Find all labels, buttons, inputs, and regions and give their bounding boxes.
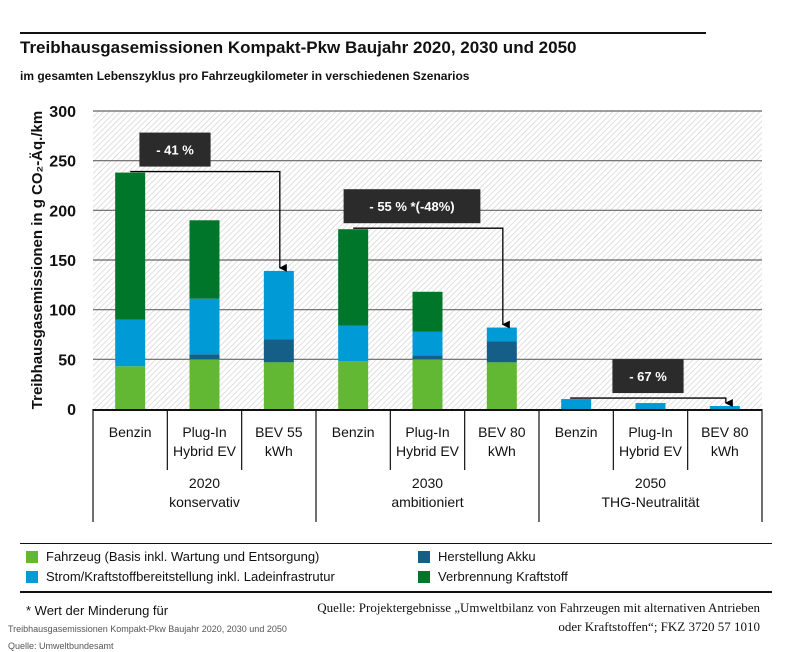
source-line-2: oder Kraftstoffen“; FKZ 3720 57 1010 xyxy=(558,619,760,634)
category-label: Plug-In xyxy=(182,424,226,440)
category-label: Benzin xyxy=(109,424,152,440)
bar-segment xyxy=(263,362,294,409)
group-scenario: THG-Neutralität xyxy=(601,494,699,510)
legend-label: Strom/Kraftstoffbereitstellung inkl. Lad… xyxy=(46,569,335,584)
category-label-line2: kWh xyxy=(488,443,516,459)
bar-segment xyxy=(561,399,592,409)
title-rule xyxy=(20,32,706,34)
group-year: 2030 xyxy=(412,475,443,491)
reduction-label-box xyxy=(139,132,211,167)
legend-swatch xyxy=(26,570,38,583)
legend-label: Herstellung Akku xyxy=(438,549,536,564)
reduction-label-box xyxy=(343,189,481,224)
bar-segment xyxy=(412,291,443,332)
bar-segment xyxy=(412,359,443,409)
bar-segment xyxy=(189,359,220,409)
category-label: Benzin xyxy=(332,424,375,440)
y-tick-label: 50 xyxy=(58,352,76,369)
y-tick-label: 300 xyxy=(49,104,76,121)
bar-segment xyxy=(115,172,146,320)
bar-segment xyxy=(115,319,146,367)
legend-swatch xyxy=(418,550,430,563)
bar-segment xyxy=(338,361,369,409)
legend-label: Fahrzeug (Basis inkl. Wartung und Entsor… xyxy=(46,549,320,564)
category-label: BEV 80 xyxy=(701,424,749,440)
bar-segment xyxy=(338,229,369,326)
category-label: Plug-In xyxy=(405,424,449,440)
reduction-arrow xyxy=(130,170,287,272)
bar-segment xyxy=(189,220,220,299)
source-line-1: Quelle: Projektergebnisse „Umweltbilanz … xyxy=(317,600,760,615)
bar-segment xyxy=(338,325,369,362)
reduction-arrow xyxy=(353,227,510,329)
legend-swatch xyxy=(418,570,430,583)
category-label-line2: kWh xyxy=(711,443,739,459)
bar-segment xyxy=(189,298,220,355)
chart-subtitle: im gesamten Lebenszyklus pro Fahrzeugkil… xyxy=(20,69,470,83)
y-tick-label: 250 xyxy=(49,154,76,171)
bar-segment xyxy=(412,355,443,360)
legend-label: Verbrennung Kraftstoff xyxy=(438,569,568,584)
bar-segment xyxy=(263,270,294,340)
y-tick-label: 150 xyxy=(49,253,76,270)
legend-top-rule xyxy=(20,543,772,544)
chart-title: Treibhausgasemissionen Kompakt-Pkw Bauja… xyxy=(20,38,577,57)
category-label: BEV 80 xyxy=(478,424,526,440)
bar-segment xyxy=(189,354,220,360)
y-axis-label: Treibhausgasemissionen in g CO₂-Äq./km xyxy=(29,111,46,409)
reduction-arrow xyxy=(570,397,733,408)
legend-item-akku: Herstellung Akku xyxy=(418,549,536,564)
reduction-label-box xyxy=(612,359,684,394)
category-label: Benzin xyxy=(555,424,598,440)
reduction-label: - 55 % *(-48%) xyxy=(369,199,454,214)
group-year: 2050 xyxy=(635,475,666,491)
group-scenario: konservativ xyxy=(169,494,240,510)
legend-bottom-rule xyxy=(20,591,772,593)
bar-segment xyxy=(486,341,517,363)
y-tick-label: 100 xyxy=(49,303,76,320)
bar-segment xyxy=(486,327,517,342)
legend-item-strom: Strom/Kraftstoffbereitstellung inkl. Lad… xyxy=(26,569,335,584)
source-note: Quelle: Projektergebnisse „Umweltbilanz … xyxy=(317,598,760,636)
legend-item-verbrennung: Verbrennung Kraftstoff xyxy=(418,569,568,584)
bar-segment xyxy=(263,339,294,363)
bar-segment xyxy=(115,366,146,409)
category-label-line2: Hybrid EV xyxy=(396,443,460,459)
category-label: Plug-In xyxy=(628,424,672,440)
category-label: BEV 55 xyxy=(255,424,303,440)
footnote: * Wert der Minderung für xyxy=(26,603,169,618)
legend-swatch xyxy=(26,550,38,563)
bar-segment xyxy=(709,406,740,409)
category-label-line2: kWh xyxy=(265,443,293,459)
caption: Treibhausgasemissionen Kompakt-Pkw Bauja… xyxy=(8,624,287,634)
reduction-label: - 41 % xyxy=(156,143,194,158)
group-year: 2020 xyxy=(189,475,220,491)
legend-item-fahrzeug: Fahrzeug (Basis inkl. Wartung und Entsor… xyxy=(26,549,319,564)
bar-segment xyxy=(635,403,666,409)
group-scenario: ambitioniert xyxy=(391,494,463,510)
y-tick-label: 200 xyxy=(49,203,76,220)
bar-segment xyxy=(486,362,517,409)
caption-source: Quelle: Umweltbundesamt xyxy=(8,641,114,651)
chart-svg: Treibhausgasemissionen in g CO₂-Äq./km 0… xyxy=(29,104,763,522)
y-tick-label: 0 xyxy=(67,402,76,419)
reduction-label: - 67 % xyxy=(629,369,667,384)
category-label-line2: Hybrid EV xyxy=(173,443,237,459)
bar-segment xyxy=(412,331,443,356)
category-label-line2: Hybrid EV xyxy=(619,443,683,459)
